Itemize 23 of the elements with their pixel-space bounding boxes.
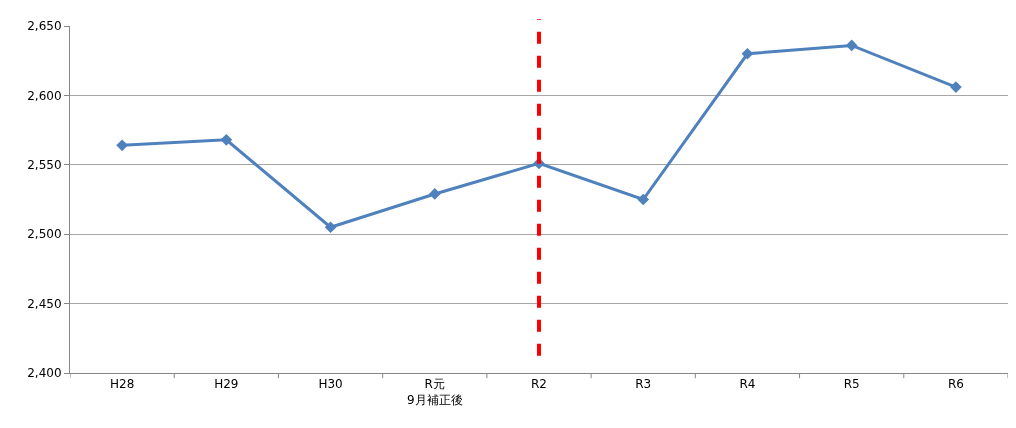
point bbox=[428, 188, 441, 200]
x-tick-label: R6 bbox=[947, 377, 964, 392]
y-tick-label: 2,650 bbox=[27, 19, 62, 34]
y-tick-label: 2,450 bbox=[27, 296, 62, 311]
point bbox=[220, 133, 233, 146]
x-tick-label: R4 bbox=[739, 377, 756, 392]
point bbox=[950, 81, 962, 93]
y-tick-label: 2,400 bbox=[27, 366, 62, 381]
x-tick-label: R2 bbox=[531, 377, 547, 392]
y-tick-label: 2,600 bbox=[27, 88, 62, 103]
point bbox=[845, 39, 858, 52]
x-tick-label: H29 bbox=[214, 377, 239, 392]
point bbox=[324, 221, 337, 234]
point bbox=[637, 193, 650, 206]
x-tick-label: H30 bbox=[318, 377, 343, 392]
point bbox=[741, 47, 754, 60]
point bbox=[116, 139, 128, 152]
x-tick-label: R3 bbox=[635, 377, 652, 392]
y-tick-label: 2,500 bbox=[27, 227, 62, 242]
y-tick-label: 2,550 bbox=[27, 158, 62, 172]
x-tick-label: R5 bbox=[843, 377, 860, 392]
x-tick-label: R元 9月補正後 bbox=[406, 377, 463, 407]
x-tick-label: H28 bbox=[109, 377, 135, 392]
